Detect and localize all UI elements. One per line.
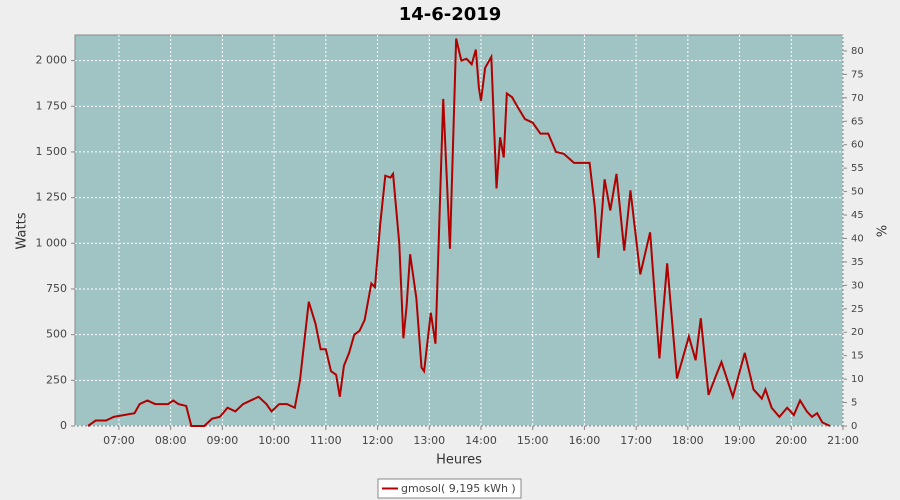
y-tick-label: 2 000 (36, 54, 68, 67)
legend-box (377, 478, 522, 499)
x-tick-label: 20:00 (775, 434, 807, 447)
chart-title: 14-6-2019 (399, 4, 502, 25)
y2-tick-label: 25 (851, 304, 864, 315)
series-line (87, 38, 831, 427)
y-tick-label: 1 750 (36, 99, 68, 112)
y2-tick-label: 50 (851, 187, 864, 198)
y-tick-label: 0 (60, 419, 67, 432)
y2-tick-label: 5 (851, 398, 857, 409)
x-tick-label: 09:00 (207, 434, 239, 447)
x-tick-label: 16:00 (569, 434, 601, 447)
legend-label: gmosol( 9,195 kWh ) (401, 482, 516, 495)
y2-axis-label: % (873, 225, 888, 237)
y-tick-label: 1 000 (36, 236, 68, 249)
y-axis-label: Watts (15, 212, 30, 249)
y2-tick-label: 65 (851, 116, 864, 127)
y2-tick-label: 20 (851, 327, 864, 338)
x-tick-label: 10:00 (258, 434, 290, 447)
y2-tick-label: 0 (851, 421, 857, 432)
y-tick-label: 250 (46, 373, 67, 386)
x-tick-label: 19:00 (724, 434, 756, 447)
y2-tick-label: 75 (851, 69, 864, 80)
x-tick-label: 08:00 (155, 434, 187, 447)
y2-tick-label: 40 (851, 233, 864, 244)
plot-area (74, 34, 844, 427)
y-tick-label: 1 250 (36, 191, 68, 204)
y2-tick-label: 70 (851, 93, 864, 104)
x-tick-label: 07:00 (103, 434, 135, 447)
y-tick-label: 1 500 (36, 145, 68, 158)
y-tick-label: 500 (46, 328, 67, 341)
y2-tick-label: 55 (851, 163, 864, 174)
x-tick-label: 14:00 (465, 434, 497, 447)
x-tick-label: 12:00 (362, 434, 394, 447)
y-tick-label: 750 (46, 282, 67, 295)
x-tick-label: 13:00 (413, 434, 445, 447)
y2-tick-label: 15 (851, 351, 864, 362)
x-axis-label: Heures (436, 453, 482, 468)
x-tick-label: 15:00 (517, 434, 549, 447)
x-tick-label: 18:00 (672, 434, 704, 447)
y2-tick-label: 35 (851, 257, 864, 268)
y2-tick-label: 45 (851, 210, 864, 221)
y2-tick-label: 60 (851, 140, 864, 151)
x-tick-label: 21:00 (827, 434, 859, 447)
x-tick-label: 11:00 (310, 434, 342, 447)
y2-tick-label: 80 (851, 46, 864, 57)
x-tick-label: 17:00 (620, 434, 652, 447)
y2-tick-label: 30 (851, 280, 864, 291)
y2-tick-label: 10 (851, 374, 864, 385)
